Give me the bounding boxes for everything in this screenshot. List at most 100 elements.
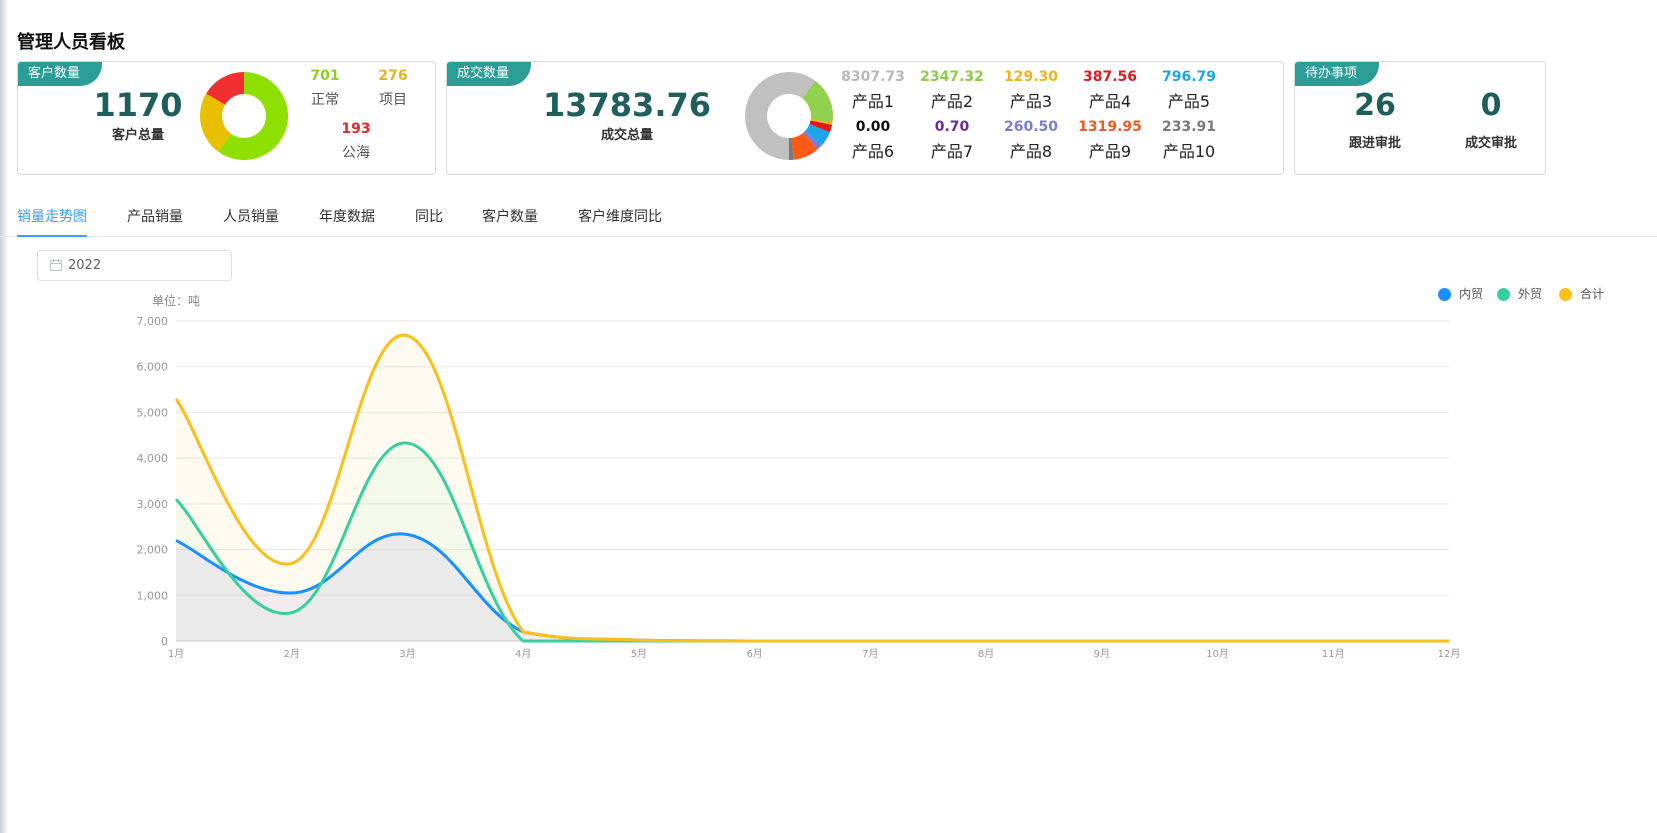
y-tick-label: 1,000 [137, 589, 169, 602]
product-value: 1319.95 [1078, 119, 1142, 135]
sales-trend-line-chart: 0 1,000 2,000 3,000 4,000 5,000 6,000 7,000 1月 2月… [137, 315, 1461, 660]
legend-label-project: 项目 [379, 92, 407, 108]
donut-slice-product-3[interactable] [810, 119, 833, 125]
followup-approval-label: 跟进审批 [1348, 136, 1401, 151]
legend-item-1[interactable]: 内贸 [1438, 285, 1483, 302]
donut-slice-product-8[interactable] [803, 130, 822, 150]
page-title: 管理人员看板 [17, 32, 125, 53]
product-value: 796.79 [1161, 69, 1217, 85]
donut-slice-public-pool[interactable] [206, 72, 244, 105]
tab-annual-data[interactable]: 年度数据 [319, 209, 375, 225]
card-tag: 客户数量 [18, 62, 103, 86]
x-tick-label: 7月 [862, 648, 878, 660]
y-tick-label: 5,000 [137, 406, 169, 419]
x-tick-label: 4月 [515, 648, 531, 660]
x-tick-label: 6月 [746, 648, 762, 660]
product-label: 产品8 [1009, 142, 1053, 161]
tab-year-over-year[interactable]: 同比 [415, 209, 443, 225]
x-tick-label: 2月 [284, 648, 300, 660]
deal-total-label: 成交总量 [600, 128, 653, 143]
x-tick-label: 3月 [399, 648, 415, 660]
product-value: 8307.73 [841, 69, 905, 85]
legend-value-project: 276 [378, 68, 408, 84]
series-area-3 [176, 335, 1449, 641]
product-label: 产品6 [851, 142, 895, 161]
y-tick-label: 4,000 [137, 452, 169, 465]
product-label: 产品4 [1088, 92, 1132, 111]
product-label: 产品1 [851, 92, 895, 111]
donut-slice-project[interactable] [200, 93, 232, 152]
calendar-icon [50, 259, 62, 271]
customer-donut-chart [200, 72, 288, 160]
y-tick-label: 0 [161, 635, 168, 648]
tab-customer-count[interactable]: 客户数量 [482, 209, 538, 225]
card-tag: 待办事项 [1295, 62, 1380, 86]
tab-customer-dimension-yoy[interactable]: 客户维度同比 [578, 209, 662, 225]
series-line-3[interactable] [174, 333, 1449, 643]
y-tick-label: 2,000 [137, 544, 169, 557]
customer-count-card: 客户数量 1170 客户总量 701 正常 276 项目 193 公海 [17, 61, 436, 175]
legend-label-public-pool: 公海 [342, 145, 370, 161]
deal-approval-count[interactable]: 0 [1480, 88, 1502, 123]
todo-card: 待办事项 26 跟进审批 0 成交审批 [1294, 61, 1546, 175]
donut-slice-product-10[interactable] [789, 137, 794, 160]
deal-total: 13783.76 [542, 86, 711, 124]
window-edge-shadow [0, 0, 8, 833]
product-value: 0.00 [855, 119, 891, 135]
y-tick-label: 7,000 [137, 315, 169, 328]
x-tick-label: 8月 [978, 648, 994, 660]
series-area-1 [176, 533, 1449, 641]
donut-slice-product-7[interactable] [805, 130, 822, 146]
series-area-2 [176, 442, 1449, 641]
year-picker-input[interactable]: 2022 [37, 250, 232, 281]
x-tick-label: 5月 [631, 648, 647, 660]
product-value: 260.50 [1003, 119, 1059, 135]
customer-total-label: 客户总量 [111, 128, 164, 143]
donut-slice-normal[interactable] [218, 72, 288, 160]
legend-label: 合计 [1580, 287, 1605, 301]
legend-item-3[interactable]: 合计 [1559, 285, 1604, 302]
chart-unit-label: 单位：吨 [152, 294, 201, 308]
tab-sales-trend[interactable]: 销量走势图 [17, 206, 87, 237]
x-tick-label: 9月 [1094, 648, 1110, 660]
donut-slice-product-5[interactable] [805, 124, 830, 146]
legend-marker [1438, 288, 1451, 301]
donut-slice-product-2[interactable] [802, 80, 833, 123]
legend-label: 内贸 [1459, 287, 1484, 301]
deal-count-card: 成交数量 13783.76 成交总量 8307.73 产品1 2347.32 产品2 1… [446, 61, 1284, 175]
product-label: 产品9 [1088, 142, 1132, 161]
year-picker-value: 2022 [68, 258, 102, 273]
customer-total: 1170 [93, 86, 183, 124]
product-value: 2347.32 [920, 69, 984, 85]
product-label: 产品3 [1009, 92, 1053, 111]
product-value: 129.30 [1003, 69, 1059, 85]
deal-approval-label: 成交审批 [1464, 136, 1517, 151]
product-label: 产品5 [1167, 92, 1211, 111]
product-value: 387.56 [1082, 69, 1138, 85]
legend-value-public-pool: 193 [341, 121, 371, 137]
legend-label-normal: 正常 [311, 92, 339, 108]
legend-label: 外贸 [1518, 287, 1543, 301]
product-label: 产品10 [1162, 142, 1216, 161]
legend-item-2[interactable]: 外贸 [1497, 285, 1542, 302]
x-tick-label: 1月 [168, 648, 184, 660]
product-value: 0.70 [934, 119, 970, 135]
followup-approval-count[interactable]: 26 [1354, 88, 1396, 123]
product-value: 233.91 [1161, 119, 1217, 135]
x-tick-label: 10月 [1206, 648, 1229, 660]
legend-marker [1559, 288, 1572, 301]
legend-marker [1497, 288, 1510, 301]
y-tick-label: 6,000 [137, 361, 169, 374]
y-tick-label: 3,000 [137, 498, 169, 511]
deal-donut-chart [745, 72, 833, 160]
tab-staff-sales[interactable]: 人员销量 [223, 209, 279, 225]
product-label: 产品2 [930, 92, 974, 111]
donut-slice-product-1[interactable] [745, 72, 816, 160]
tab-bar: 销量走势图 产品销量 人员销量 年度数据 同比 客户数量 客户维度同比 [0, 200, 1657, 237]
donut-slice-product-4[interactable] [809, 120, 833, 133]
donut-slice-product-9[interactable] [791, 132, 818, 160]
tab-product-sales[interactable]: 产品销量 [127, 209, 183, 225]
legend-value-normal: 701 [310, 68, 340, 84]
product-label: 产品7 [930, 142, 974, 161]
x-tick-label: 11月 [1322, 648, 1345, 660]
